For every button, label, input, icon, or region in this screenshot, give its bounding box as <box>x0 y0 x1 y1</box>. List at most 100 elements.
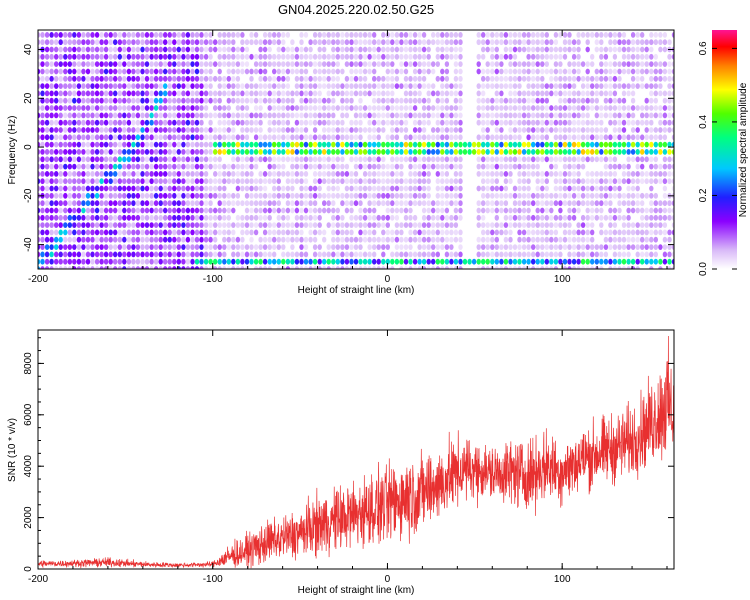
heatmap-cell <box>158 105 163 111</box>
heatmap-cell <box>163 251 168 258</box>
heatmap-cell <box>385 46 390 53</box>
heatmap-cell <box>122 68 127 75</box>
heatmap-cell <box>571 192 577 199</box>
heatmap-cell <box>203 90 209 97</box>
heatmap-cell <box>276 68 281 75</box>
heatmap-cell <box>90 207 95 214</box>
heatmap-cell <box>226 214 231 221</box>
heatmap-cell <box>285 127 291 133</box>
heatmap-y-tick-label: -20 <box>23 188 34 203</box>
heatmap-cell <box>85 222 91 229</box>
heatmap-cell <box>281 53 286 60</box>
heatmap-cell <box>303 244 309 251</box>
heatmap-cell <box>453 149 459 155</box>
heatmap-cell <box>512 200 518 207</box>
heatmap-cell <box>153 97 159 104</box>
heatmap-cell <box>390 46 395 53</box>
heatmap-cell <box>303 200 309 207</box>
heatmap-cell <box>149 171 154 177</box>
heatmap-cell <box>621 46 627 53</box>
heatmap-cell <box>421 214 427 221</box>
heatmap-cell <box>344 112 350 119</box>
heatmap-cell <box>44 119 50 126</box>
heatmap-cell <box>122 32 127 38</box>
heatmap-cell <box>126 222 132 229</box>
heatmap-cell <box>208 192 213 199</box>
heatmap-cell <box>103 236 109 243</box>
heatmap-cell <box>421 39 427 46</box>
heatmap-cell <box>217 97 222 104</box>
heatmap-cell <box>340 134 345 141</box>
heatmap-cell <box>385 258 390 265</box>
heatmap-cell <box>44 258 50 265</box>
heatmap-cell <box>113 258 118 265</box>
heatmap-cell <box>362 68 368 75</box>
heatmap-cell <box>181 178 186 185</box>
heatmap-cell <box>144 90 150 97</box>
heatmap-cell <box>131 207 136 214</box>
heatmap-cell <box>40 149 45 155</box>
heatmap-cell <box>403 178 409 185</box>
heatmap-cell <box>671 32 674 38</box>
heatmap-cell <box>262 68 268 75</box>
heatmap-cell <box>285 236 291 243</box>
heatmap-cell <box>340 258 345 265</box>
heatmap-cell <box>185 134 191 141</box>
heatmap-cell <box>253 134 259 141</box>
heatmap-cell <box>526 207 531 214</box>
heatmap-cell <box>362 32 368 38</box>
heatmap-cell <box>208 32 213 38</box>
heatmap-cell <box>181 83 186 89</box>
heatmap-cell <box>140 200 145 207</box>
heatmap-cell <box>444 266 450 269</box>
heatmap-cell <box>235 171 241 177</box>
heatmap-cell <box>490 236 495 243</box>
heatmap-cell <box>117 214 123 221</box>
heatmap-cell <box>621 266 627 269</box>
heatmap-cell <box>635 134 640 141</box>
heatmap-cell <box>599 119 604 126</box>
heatmap-cell <box>435 46 440 53</box>
heatmap-cell <box>90 97 95 104</box>
heatmap-cell <box>217 214 222 221</box>
heatmap-cell <box>81 90 86 97</box>
heatmap-cell <box>526 119 531 126</box>
heatmap-cell <box>372 236 377 243</box>
heatmap-cell <box>38 119 41 126</box>
heatmap-cell <box>617 236 622 243</box>
heatmap-cell <box>535 266 540 269</box>
heatmap-cell <box>203 229 209 236</box>
heatmap-cell <box>208 127 213 133</box>
heatmap-cell <box>558 244 563 251</box>
heatmap-cell <box>553 244 559 251</box>
heatmap-cell <box>417 192 422 199</box>
heatmap-cell <box>172 53 177 60</box>
heatmap-cell <box>294 251 300 258</box>
heatmap-cell <box>190 258 195 265</box>
heatmap-cell <box>285 75 291 82</box>
heatmap-cell <box>390 83 395 89</box>
heatmap-cell <box>417 61 422 67</box>
heatmap-cell <box>576 163 581 170</box>
heatmap-cell <box>40 200 45 207</box>
heatmap-cell <box>521 244 527 251</box>
heatmap-cell <box>440 171 445 177</box>
heatmap-cell <box>372 244 377 251</box>
heatmap-cell <box>349 127 354 133</box>
heatmap-cell <box>285 68 291 75</box>
heatmap-cell <box>85 236 91 243</box>
heatmap-cell <box>108 61 113 67</box>
heatmap-cell <box>113 266 118 269</box>
heatmap-cell <box>153 163 159 170</box>
heatmap-cell <box>558 68 563 75</box>
heatmap-cell <box>317 266 322 269</box>
heatmap-cell <box>649 207 654 214</box>
heatmap-cell <box>326 258 331 265</box>
heatmap-cell <box>103 127 109 133</box>
heatmap-cell <box>149 127 154 133</box>
heatmap-cell <box>517 127 522 133</box>
heatmap-cell <box>63 112 68 119</box>
heatmap-cell <box>503 214 509 221</box>
heatmap-cell <box>531 83 536 89</box>
heatmap-cell <box>199 156 204 163</box>
